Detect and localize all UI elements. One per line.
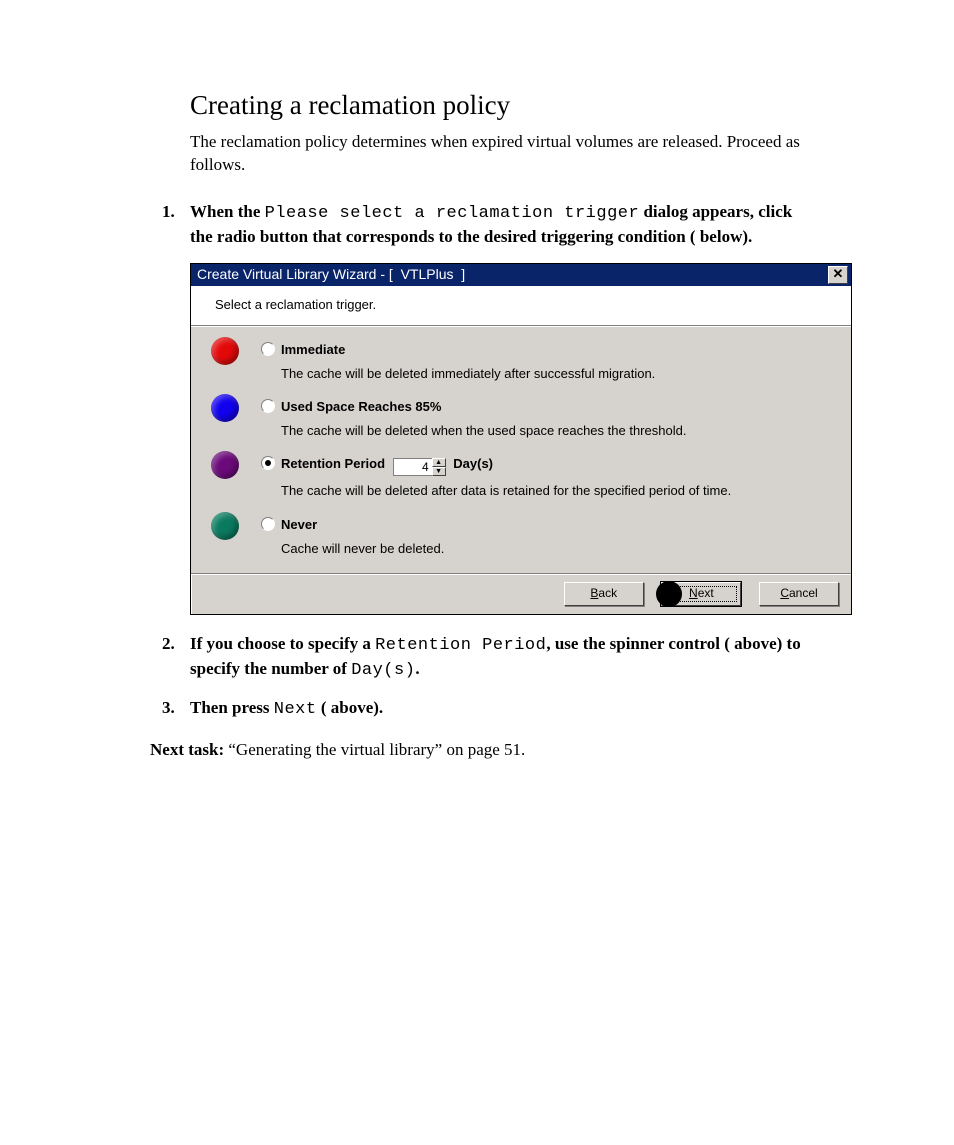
option-desc: The cache will be deleted immediately af… xyxy=(281,365,831,383)
callout-dot-icon xyxy=(211,451,239,479)
callout-dot-icon xyxy=(211,394,239,422)
instruction-text: Select a reclamation trigger. xyxy=(215,297,376,312)
spinner-up-icon[interactable]: ▲ xyxy=(432,458,446,467)
dialog-title: Create Virtual Library Wizard - [ VTLPlu… xyxy=(197,265,465,284)
step-text: ( above). xyxy=(317,698,384,717)
intro-paragraph: The reclamation policy determines when e… xyxy=(190,131,814,177)
spinner-down-icon[interactable]: ▼ xyxy=(432,467,446,476)
instruction-panel: Select a reclamation trigger. xyxy=(191,286,851,327)
btn-label: ack xyxy=(598,586,617,600)
next-button[interactable]: Next xyxy=(661,582,741,606)
step-mono: Please select a reclamation trigger xyxy=(265,204,640,223)
option-immediate: Immediate The cache will be deleted imme… xyxy=(211,337,831,386)
step-mono: Next xyxy=(274,700,317,719)
step-number: 3. xyxy=(162,697,175,720)
step-3: 3. Then press Next ( above). xyxy=(150,697,814,722)
option-label: Immediate xyxy=(281,342,345,357)
step-text: If you choose to specify a xyxy=(190,634,375,653)
radio-immediate[interactable] xyxy=(261,342,275,356)
spinner-arrows[interactable]: ▲ ▼ xyxy=(432,458,446,476)
callout-dot-icon xyxy=(211,337,239,365)
callout-dot-icon xyxy=(211,512,239,540)
option-label: Used Space Reaches 85% xyxy=(281,399,441,414)
titlebar: Create Virtual Library Wizard - [ VTLPlu… xyxy=(191,264,851,286)
wizard-dialog: Create Virtual Library Wizard - [ VTLPlu… xyxy=(190,263,852,615)
days-input[interactable] xyxy=(393,458,432,476)
next-task-text: “Generating the virtual library” on page… xyxy=(228,740,525,759)
step-number: 1. xyxy=(162,201,175,224)
options-panel: Immediate The cache will be deleted imme… xyxy=(191,326,851,573)
cancel-button[interactable]: Cancel xyxy=(759,582,839,606)
option-never: Never Cache will never be deleted. xyxy=(211,512,831,561)
next-task: Next task: “Generating the virtual libra… xyxy=(150,740,814,760)
radio-never[interactable] xyxy=(261,517,275,531)
steps-list: 1. When the Please select a reclamation … xyxy=(150,201,814,722)
step-1: 1. When the Please select a reclamation … xyxy=(150,201,814,615)
radio-usedspace[interactable] xyxy=(261,399,275,413)
option-desc: Cache will never be deleted. xyxy=(281,540,831,558)
btn-label: ancel xyxy=(789,586,818,600)
radio-retention[interactable] xyxy=(261,456,275,470)
step-text: When the xyxy=(190,202,265,221)
days-unit: Day(s) xyxy=(453,456,493,471)
document-page: Creating a reclamation policy The reclam… xyxy=(0,0,954,1145)
option-label: Never xyxy=(281,517,317,532)
days-spinner[interactable]: ▲ ▼ xyxy=(393,458,446,476)
callout-dot-icon xyxy=(656,581,682,607)
step-text: Then press xyxy=(190,698,274,717)
btn-label: ext xyxy=(698,586,714,600)
next-task-label: Next task: xyxy=(150,740,228,759)
option-usedspace: Used Space Reaches 85% The cache will be… xyxy=(211,394,831,443)
dialog-screenshot: Create Virtual Library Wizard - [ VTLPlu… xyxy=(190,263,814,615)
option-retention: Retention Period ▲ ▼ Day(s) xyxy=(211,451,831,504)
section-heading: Creating a reclamation policy xyxy=(190,90,814,121)
back-button[interactable]: Back xyxy=(564,582,644,606)
step-mono: Retention Period xyxy=(375,636,546,655)
option-label: Retention Period xyxy=(281,456,385,471)
step-text: . xyxy=(415,659,419,678)
option-desc: The cache will be deleted after data is … xyxy=(281,482,831,500)
step-mono: Day(s) xyxy=(351,661,415,680)
close-icon[interactable]: ✕ xyxy=(828,266,848,284)
option-desc: The cache will be deleted when the used … xyxy=(281,422,831,440)
step-2: 2. If you choose to specify a Retention … xyxy=(150,633,814,683)
button-row: Back Next Cancel xyxy=(191,573,851,614)
step-number: 2. xyxy=(162,633,175,656)
